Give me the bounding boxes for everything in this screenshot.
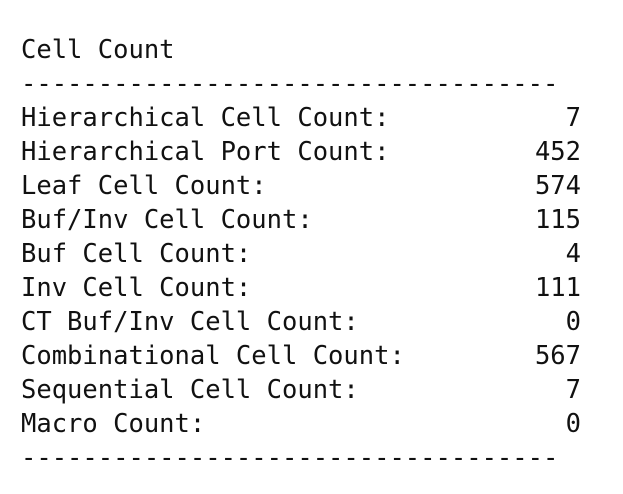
row-label: Sequential Cell Count: — [21, 375, 359, 405]
row-value: 7 — [565, 103, 581, 133]
row-label: CT Buf/Inv Cell Count: — [21, 307, 359, 337]
row-label: Buf Cell Count: — [21, 239, 252, 269]
row-label: Leaf Cell Count: — [21, 171, 267, 201]
row-value: 111 — [534, 273, 581, 303]
row-value: 4 — [565, 239, 581, 269]
row-value: 7 — [565, 375, 581, 405]
row-value: 115 — [534, 205, 581, 235]
row-label: Macro Count: — [21, 409, 206, 439]
row-label: Hierarchical Cell Count: — [21, 103, 390, 133]
row-value: 567 — [534, 341, 581, 371]
row-value: 452 — [534, 137, 581, 167]
row-value: 0 — [565, 307, 581, 337]
row-value: 574 — [534, 171, 581, 201]
row-label: Hierarchical Port Count: — [21, 137, 390, 167]
row-value: 0 — [565, 409, 581, 439]
row-label: Inv Cell Count: — [21, 273, 252, 303]
separator: ----------------------------------- — [21, 443, 559, 473]
row-label: Buf/Inv Cell Count: — [21, 205, 313, 235]
separator: ----------------------------------- — [21, 69, 559, 99]
report-title: Cell Count — [21, 35, 175, 65]
row-label: Combinational Cell Count: — [21, 341, 405, 371]
